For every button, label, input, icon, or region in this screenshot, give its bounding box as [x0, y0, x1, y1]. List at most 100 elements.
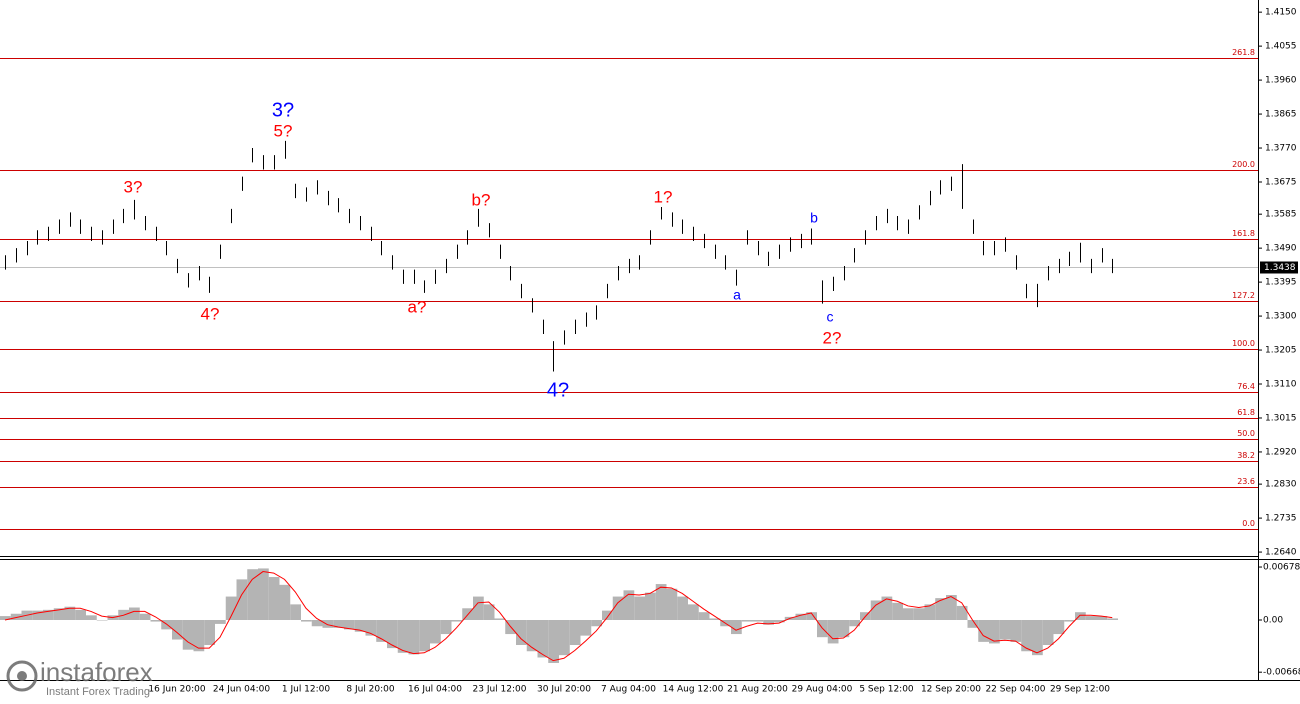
wave-label: 1? [654, 187, 673, 206]
wave-label: c [827, 309, 834, 325]
logo-icon [6, 660, 38, 692]
macd-histogram-bar [268, 577, 280, 620]
y-tick-label: 1.2640 [1265, 548, 1297, 558]
macd-histogram-bar [32, 610, 43, 620]
macd-histogram-bar [64, 606, 76, 620]
macd-histogram-bar [849, 620, 860, 627]
fib-level-label: 61.8 [1237, 408, 1255, 417]
macd-histogram-bar [989, 620, 1000, 644]
y-tick-label: 1.2735 [1265, 514, 1297, 524]
macd-histogram-bar [236, 579, 248, 620]
macd-histogram-bar [419, 620, 430, 652]
macd-histogram-bar [741, 620, 753, 622]
fib-level-label: 127.2 [1232, 291, 1255, 300]
macd-histogram-bar [838, 620, 850, 638]
macd-histogram-bar [483, 604, 495, 620]
x-tick-label: 30 Jul 20:00 [537, 685, 591, 695]
fib-level-label: 261.8 [1232, 48, 1255, 57]
macd-histogram-bar [473, 596, 484, 620]
y-tick-label: 1.4150 [1265, 8, 1297, 18]
x-tick-label: 7 Aug 04:00 [601, 685, 656, 695]
macd-histogram-bar [279, 584, 291, 620]
current-price-box [1260, 261, 1298, 274]
macd-histogram-bar [408, 620, 420, 655]
macd-histogram-bar [301, 620, 312, 622]
wave-label: 3? [272, 99, 294, 121]
fib-level-label: 38.2 [1237, 451, 1255, 460]
macd-histogram-bar [333, 620, 344, 628]
y-tick-label: 1.3960 [1265, 76, 1297, 86]
y-tick-label: 1.3490 [1265, 244, 1297, 254]
macd-histogram-bar [204, 620, 215, 645]
macd-histogram-bar [655, 584, 667, 620]
macd-histogram-bar [43, 609, 54, 620]
macd-histogram-bar [892, 602, 903, 620]
macd-histogram-bar [1021, 620, 1032, 652]
macd-histogram-bar [96, 620, 108, 621]
macd-histogram-bar [376, 620, 387, 642]
y-tick-label: 1.4055 [1265, 42, 1297, 52]
fib-level-label: 0.0 [1242, 519, 1255, 528]
x-tick-label: 14 Aug 12:00 [663, 685, 724, 695]
macd-y-tick-label: -0.00668 [1263, 668, 1300, 678]
macd-histogram-bar [935, 598, 946, 620]
macd-histogram-bar [870, 600, 882, 620]
fib-level-label: 161.8 [1232, 229, 1255, 238]
macd-histogram-bar [591, 620, 602, 627]
y-tick-label: 1.3205 [1265, 346, 1297, 356]
wave-label: 2? [823, 328, 842, 347]
macd-histogram-bar [752, 620, 764, 622]
y-tick-label: 1.2920 [1265, 447, 1297, 457]
y-tick-label: 1.3015 [1265, 413, 1297, 423]
macd-histogram-bar [1085, 616, 1097, 620]
x-tick-label: 5 Sep 12:00 [859, 685, 914, 695]
macd-histogram-bar [247, 569, 258, 620]
macd-histogram-bar [763, 620, 774, 625]
fib-level-label: 100.0 [1232, 339, 1255, 348]
macd-histogram-bar [215, 620, 226, 624]
macd-histogram-bar [193, 620, 205, 652]
macd-histogram-bar [365, 620, 377, 636]
y-tick-label: 1.3110 [1265, 380, 1297, 390]
fib-level-label: 23.6 [1237, 477, 1255, 486]
macd-histogram-bar [0, 616, 11, 620]
y-tick-label: 1.3865 [1265, 110, 1297, 120]
macd-histogram-bar [774, 620, 785, 623]
macd-histogram-bar [1032, 620, 1043, 656]
wave-label: b [810, 210, 818, 226]
macd-histogram-bar [451, 620, 463, 622]
x-tick-label: 29 Sep 12:00 [1050, 685, 1110, 695]
macd-histogram-bar [397, 620, 409, 653]
macd-histogram-bar [290, 604, 301, 620]
macd-histogram-bar [322, 620, 334, 628]
macd-histogram-bar [354, 620, 366, 632]
macd-histogram-bar [1107, 618, 1118, 620]
macd-histogram-bar [516, 620, 527, 645]
macd-signal-line [4, 571, 1113, 662]
logo-icon [17, 671, 27, 681]
x-tick-label: 22 Sep 04:00 [985, 685, 1045, 695]
macd-histogram-bar [999, 620, 1011, 640]
macd-histogram-bar [258, 568, 269, 620]
macd-histogram-bar [677, 596, 688, 620]
macd-histogram-bar [602, 610, 613, 620]
x-tick-label: 16 Jul 04:00 [408, 685, 462, 695]
logo: instaforex Instant Forex Trading [6, 657, 153, 698]
fib-level-label: 200.0 [1232, 160, 1255, 169]
macd-histogram-bar [182, 620, 194, 650]
wave-label: 4? [547, 379, 569, 401]
macd-histogram-bar [311, 620, 323, 627]
macd-histogram-bar [548, 620, 559, 663]
macd-histogram-bar [1064, 620, 1075, 622]
macd-histogram-bar [440, 620, 452, 635]
macd-histogram-bar [225, 596, 237, 620]
macd-histogram-bar [10, 613, 22, 620]
macd-histogram-bar [1010, 620, 1022, 642]
macd-histogram-bar [913, 608, 925, 620]
macd-histogram-bar [806, 612, 817, 620]
macd-histogram-bar [150, 620, 162, 622]
macd-histogram-bar [75, 609, 86, 620]
macd-y-tick-label: 0.00678 [1263, 563, 1300, 573]
macd-histogram-bar [172, 620, 183, 640]
macd-histogram-bar [623, 590, 635, 620]
